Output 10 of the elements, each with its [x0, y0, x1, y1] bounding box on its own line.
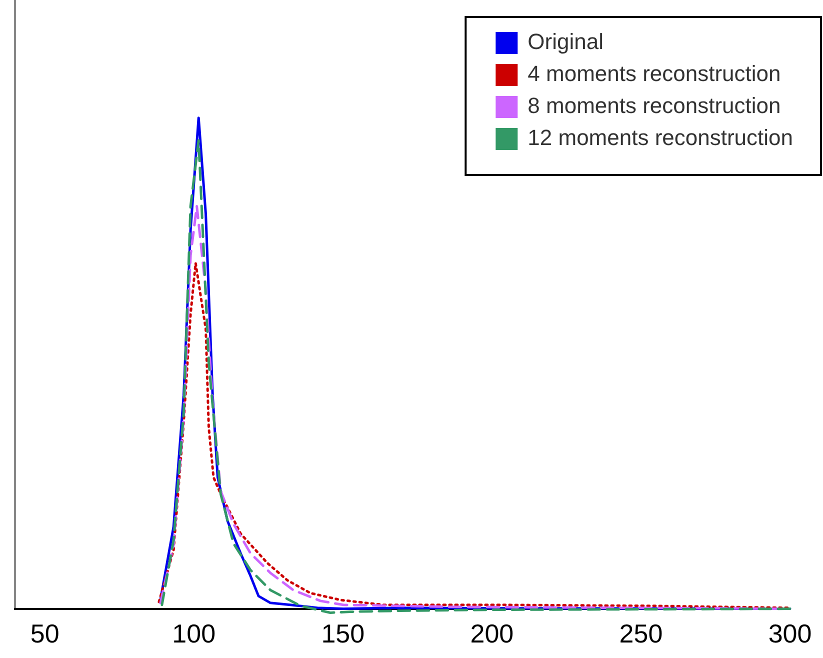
x-tick-label: 200 — [470, 618, 514, 649]
x-tick-label: 250 — [619, 618, 663, 649]
legend-label: Original — [528, 29, 604, 54]
legend-label: 8 moments reconstruction — [528, 93, 781, 118]
x-tick-label: 300 — [768, 618, 812, 649]
legend-label: 4 moments reconstruction — [528, 61, 781, 86]
x-tick-label: 100 — [172, 618, 216, 649]
legend-label: 12 moments reconstruction — [528, 125, 793, 150]
x-tick-label: 150 — [321, 618, 365, 649]
x-tick-label: 50 — [30, 618, 60, 649]
